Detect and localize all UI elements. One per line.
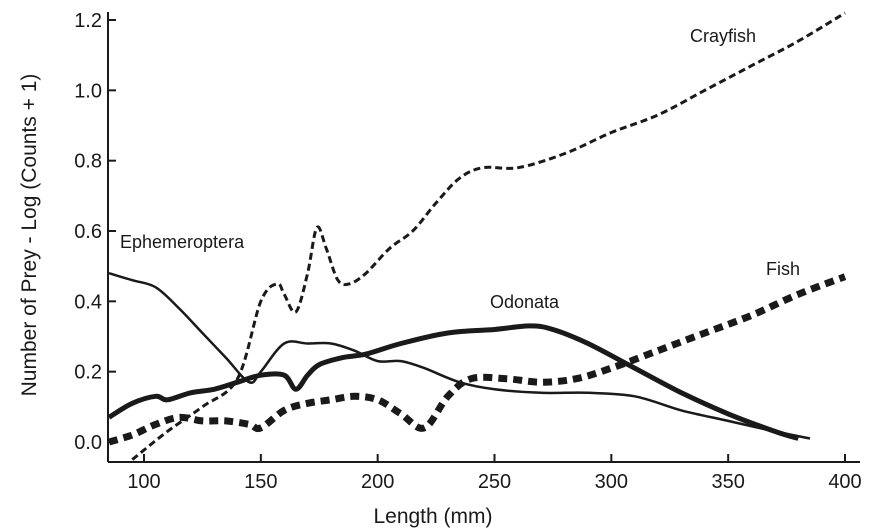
series-line-ephemeroptera [108, 272, 811, 440]
y-tick-label: 1.0 [74, 80, 102, 102]
x-tick-label: 200 [361, 471, 394, 493]
x-tick-label: 400 [828, 471, 861, 493]
series-label-crayfish: Crayfish [690, 26, 756, 46]
x-tick-label: 300 [595, 471, 628, 493]
axes: 0.0 0.2 0.4 0.6 0.8 1.0 1.2 100 150 200 250 300 350 4… [74, 10, 862, 493]
series-line-odonata [107, 323, 800, 441]
y-axis-label: Number of Prey - Log (Counts + 1) [18, 74, 41, 397]
y-tick-label: 0.2 [74, 362, 102, 384]
series-label-odonata: Odonata [490, 292, 560, 312]
x-tick-label: 100 [127, 471, 160, 493]
y-tick-label: 0.6 [74, 221, 102, 243]
x-tick-label: 150 [244, 471, 277, 493]
x-tick-label: 250 [478, 471, 511, 493]
y-tick-label: 0.8 [74, 151, 102, 173]
series-labels: Crayfish Ephemeroptera Odonata Fish [120, 26, 800, 312]
x-tick-label: 350 [711, 471, 744, 493]
x-axis-label: Length (mm) [373, 505, 492, 528]
series-line-crayfish [131, 11, 846, 461]
y-tick-label: 0.0 [74, 432, 102, 454]
y-tick-label: 1.2 [74, 10, 102, 32]
series-label-fish: Fish [766, 259, 800, 279]
series-lines [107, 11, 847, 461]
series-label-ephemeroptera: Ephemeroptera [120, 232, 245, 252]
y-tick-label: 0.4 [74, 291, 102, 313]
